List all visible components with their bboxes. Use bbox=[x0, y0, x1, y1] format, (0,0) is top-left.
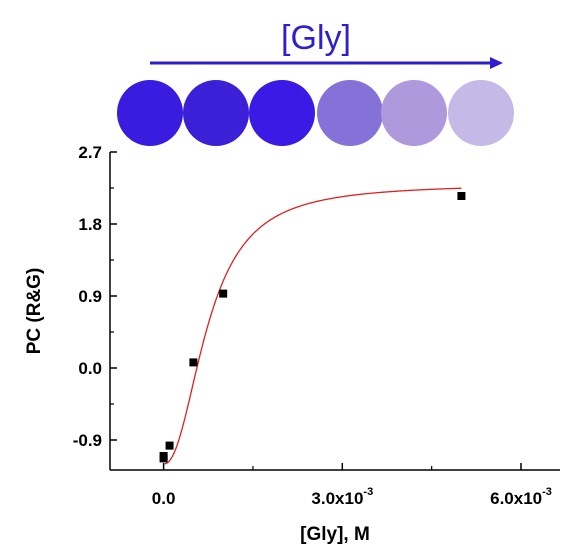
data-point bbox=[189, 358, 198, 367]
data-point bbox=[457, 192, 466, 200]
x-tick-label: 0.0 bbox=[152, 489, 176, 508]
fit-curve bbox=[164, 187, 462, 465]
y-tick-label: 1.8 bbox=[78, 215, 102, 234]
y-tick-label: 0.9 bbox=[78, 287, 102, 306]
data-point bbox=[219, 289, 228, 298]
sample-well bbox=[381, 80, 447, 146]
x-tick-label: 6.0x10-3 bbox=[490, 486, 552, 508]
header-label: [Gly] bbox=[281, 19, 351, 57]
sample-well bbox=[117, 80, 183, 146]
data-point bbox=[159, 452, 168, 460]
y-tick-label: 2.7 bbox=[78, 143, 102, 162]
y-tick-label: -0.9 bbox=[73, 431, 102, 450]
sample-well bbox=[448, 80, 514, 146]
concentration-arrow bbox=[150, 57, 503, 69]
sample-well bbox=[249, 80, 315, 146]
sample-well bbox=[183, 80, 249, 146]
data-point bbox=[165, 441, 174, 450]
y-axis-title: PC (R&G) bbox=[24, 268, 45, 355]
x-tick-label: 3.0x10-3 bbox=[311, 486, 373, 508]
x-axis-title: [Gly], M bbox=[300, 524, 370, 545]
sample-wells bbox=[117, 80, 514, 146]
sample-well bbox=[317, 80, 383, 146]
chart-plot: -0.9 0.0 0.9 1.8 2.7 0.0 3.0x10-3 6.0x10-3 [Gly]… bbox=[24, 143, 560, 545]
y-tick-label: 0.0 bbox=[78, 359, 102, 378]
